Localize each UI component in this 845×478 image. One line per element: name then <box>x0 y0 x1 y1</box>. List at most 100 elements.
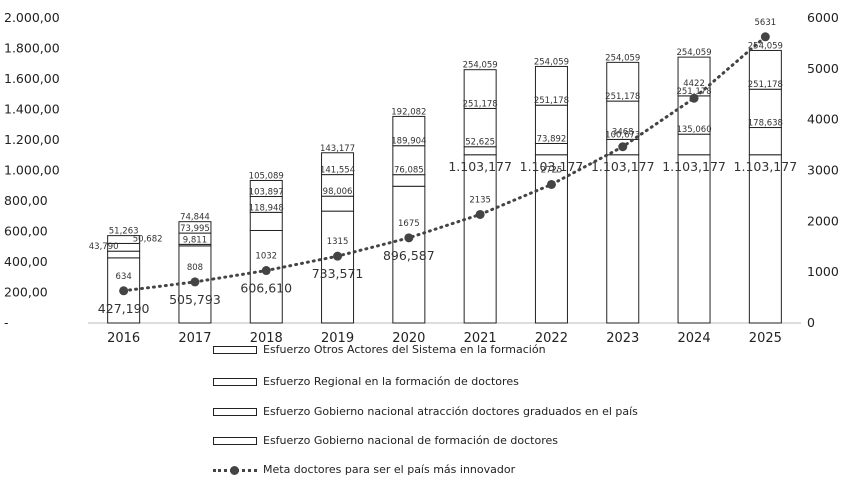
left-axis-tick-label: - <box>4 315 9 330</box>
legend-line-marker <box>213 465 257 475</box>
x-axis-tick-label: 2025 <box>749 331 782 345</box>
right-axis-tick-label: 0 <box>807 315 815 330</box>
target-point <box>190 277 200 287</box>
target-point-label: 808 <box>187 263 203 273</box>
legend-swatch <box>213 345 257 354</box>
target-point-label: 1675 <box>398 219 420 229</box>
bar-segment <box>392 145 426 176</box>
bar-segment-label: 505,793 <box>169 292 221 307</box>
target-line-path <box>122 35 767 293</box>
target-point <box>404 233 414 243</box>
bar-segment-label: 733,571 <box>312 266 364 281</box>
bar-segment-label: 105,089 <box>249 171 284 181</box>
bar-segment-label: 606,610 <box>240 281 292 296</box>
legend-item-regional: Esfuerzo Regional en la formación de doc… <box>213 375 519 388</box>
bar-segment-label: 103,897 <box>249 188 284 198</box>
bar-segment <box>463 154 497 324</box>
legend-item-meta: Meta doctores para ser el país más innov… <box>213 463 515 476</box>
left-axis-tick-label: 200,00 <box>4 285 48 300</box>
left-axis: - 200,00 400,00 600,00 800,00 1.000,00 1.200,0… <box>4 10 60 330</box>
bar-segment-label: 251,178 <box>605 92 640 102</box>
bar-segment <box>677 133 711 156</box>
bar-segment-label: 135,060 <box>676 125 711 135</box>
bar-segment-label: 251,178 <box>463 99 498 109</box>
target-point <box>546 179 556 189</box>
right-axis-tick-label: 2000 <box>807 213 839 228</box>
bar-segment <box>748 154 782 324</box>
bar-segment-label: 1.103,177 <box>734 159 798 174</box>
legend-item-otros-actores: Esfuerzo Otros Actores del Sistema en la… <box>213 343 546 356</box>
x-axis-tick-label: 2016 <box>107 331 140 345</box>
left-axis-tick-label: 1.200,00 <box>4 132 60 147</box>
target-point-label: 2135 <box>469 195 491 205</box>
bar-segment-label: 192,082 <box>391 107 426 117</box>
bar-segment <box>534 65 568 106</box>
bar-segment <box>107 235 141 244</box>
target-line: 634 808 1032 1315 1675 2135 2725 3468 4422 5631 <box>116 18 777 296</box>
bar-segment <box>534 104 568 144</box>
bar-segment-label: 427,190 <box>98 301 150 316</box>
x-axis-tick-label: 2017 <box>178 331 211 345</box>
target-point <box>689 93 699 103</box>
legend-swatch <box>213 377 257 386</box>
x-axis-tick-label: 2020 <box>392 331 425 345</box>
target-point-label: 4422 <box>683 79 705 89</box>
bar-segment-label: 254,059 <box>676 48 711 58</box>
bar-segment-label: 98,006 <box>323 187 353 197</box>
legend-label: Esfuerzo Gobierno nacional atracción doc… <box>263 405 638 418</box>
target-point <box>261 266 271 276</box>
bar-segment-label: 76,085 <box>394 166 424 176</box>
bar-segment <box>606 100 640 140</box>
bar-segment-label: 251,178 <box>676 87 711 97</box>
legend-label: Esfuerzo Gobierno nacional de formación … <box>263 434 558 447</box>
bar-segment-label: 50,682 <box>133 234 163 244</box>
bar-segment-label: 1.103,177 <box>448 159 512 174</box>
target-point-label: 1315 <box>327 237 349 247</box>
target-point-label: 5631 <box>755 18 777 28</box>
target-point-label: 3468 <box>612 128 634 138</box>
x-axis: 2016 2017 2018 2019 2020 2021 2022 2023 2024 2025 <box>88 322 801 345</box>
bar-segment <box>748 88 782 129</box>
bar-segment <box>392 185 426 324</box>
bar-segment-label: 9,811 <box>183 235 207 245</box>
bar-segment-label: 43,790 <box>89 242 119 252</box>
legend-item-gobierno-formacion: Esfuerzo Gobierno nacional de formación … <box>213 434 558 447</box>
bar-segment <box>392 174 426 187</box>
chart-canvas: - 200,00 400,00 600,00 800,00 1.000,00 1.200,0… <box>4 10 839 345</box>
legend-swatch <box>213 407 257 416</box>
target-point-label: 1032 <box>255 252 277 262</box>
bar-segment <box>321 152 355 176</box>
bar-segment-label: 73,995 <box>180 224 210 234</box>
x-axis-tick-label: 2021 <box>464 331 497 345</box>
bar-segment <box>677 154 711 324</box>
target-point <box>475 209 485 219</box>
target-point <box>760 32 770 42</box>
left-axis-tick-label: 2.000,00 <box>4 10 60 25</box>
bar-segment-label: 254,059 <box>748 41 783 51</box>
bar-segment <box>534 142 568 156</box>
bar-segment <box>249 229 283 324</box>
bar-segment <box>606 154 640 324</box>
target-point <box>333 251 343 261</box>
right-axis-tick-label: 6000 <box>807 10 839 25</box>
legend-swatch <box>213 436 257 445</box>
bar-segment <box>249 211 283 231</box>
bar-segment-label: 896,587 <box>383 248 435 263</box>
bar-segment-label: 178,638 <box>748 119 783 129</box>
bar-segment-label: 251,178 <box>748 80 783 90</box>
target-point-label: 2725 <box>541 165 563 175</box>
left-axis-tick-label: 600,00 <box>4 224 48 239</box>
bar-segment <box>748 49 782 90</box>
target-point-label: 634 <box>116 272 132 282</box>
left-axis-tick-label: 1.600,00 <box>4 71 60 86</box>
bar-segment <box>392 115 426 147</box>
bar-segment-label: 1.103,177 <box>591 159 655 174</box>
legend-item-atraccion: Esfuerzo Gobierno nacional atracción doc… <box>213 405 638 418</box>
bar-segment <box>178 221 212 234</box>
bar-segment <box>748 127 782 156</box>
bar-segment-label: 1.103,177 <box>520 159 584 174</box>
bar-segment-label: 100,673 <box>605 130 640 140</box>
legend-label: Esfuerzo Otros Actores del Sistema en la… <box>263 343 546 356</box>
left-axis-tick-label: 1.800,00 <box>4 41 60 56</box>
bar-segment-label: 1.103,177 <box>662 159 726 174</box>
